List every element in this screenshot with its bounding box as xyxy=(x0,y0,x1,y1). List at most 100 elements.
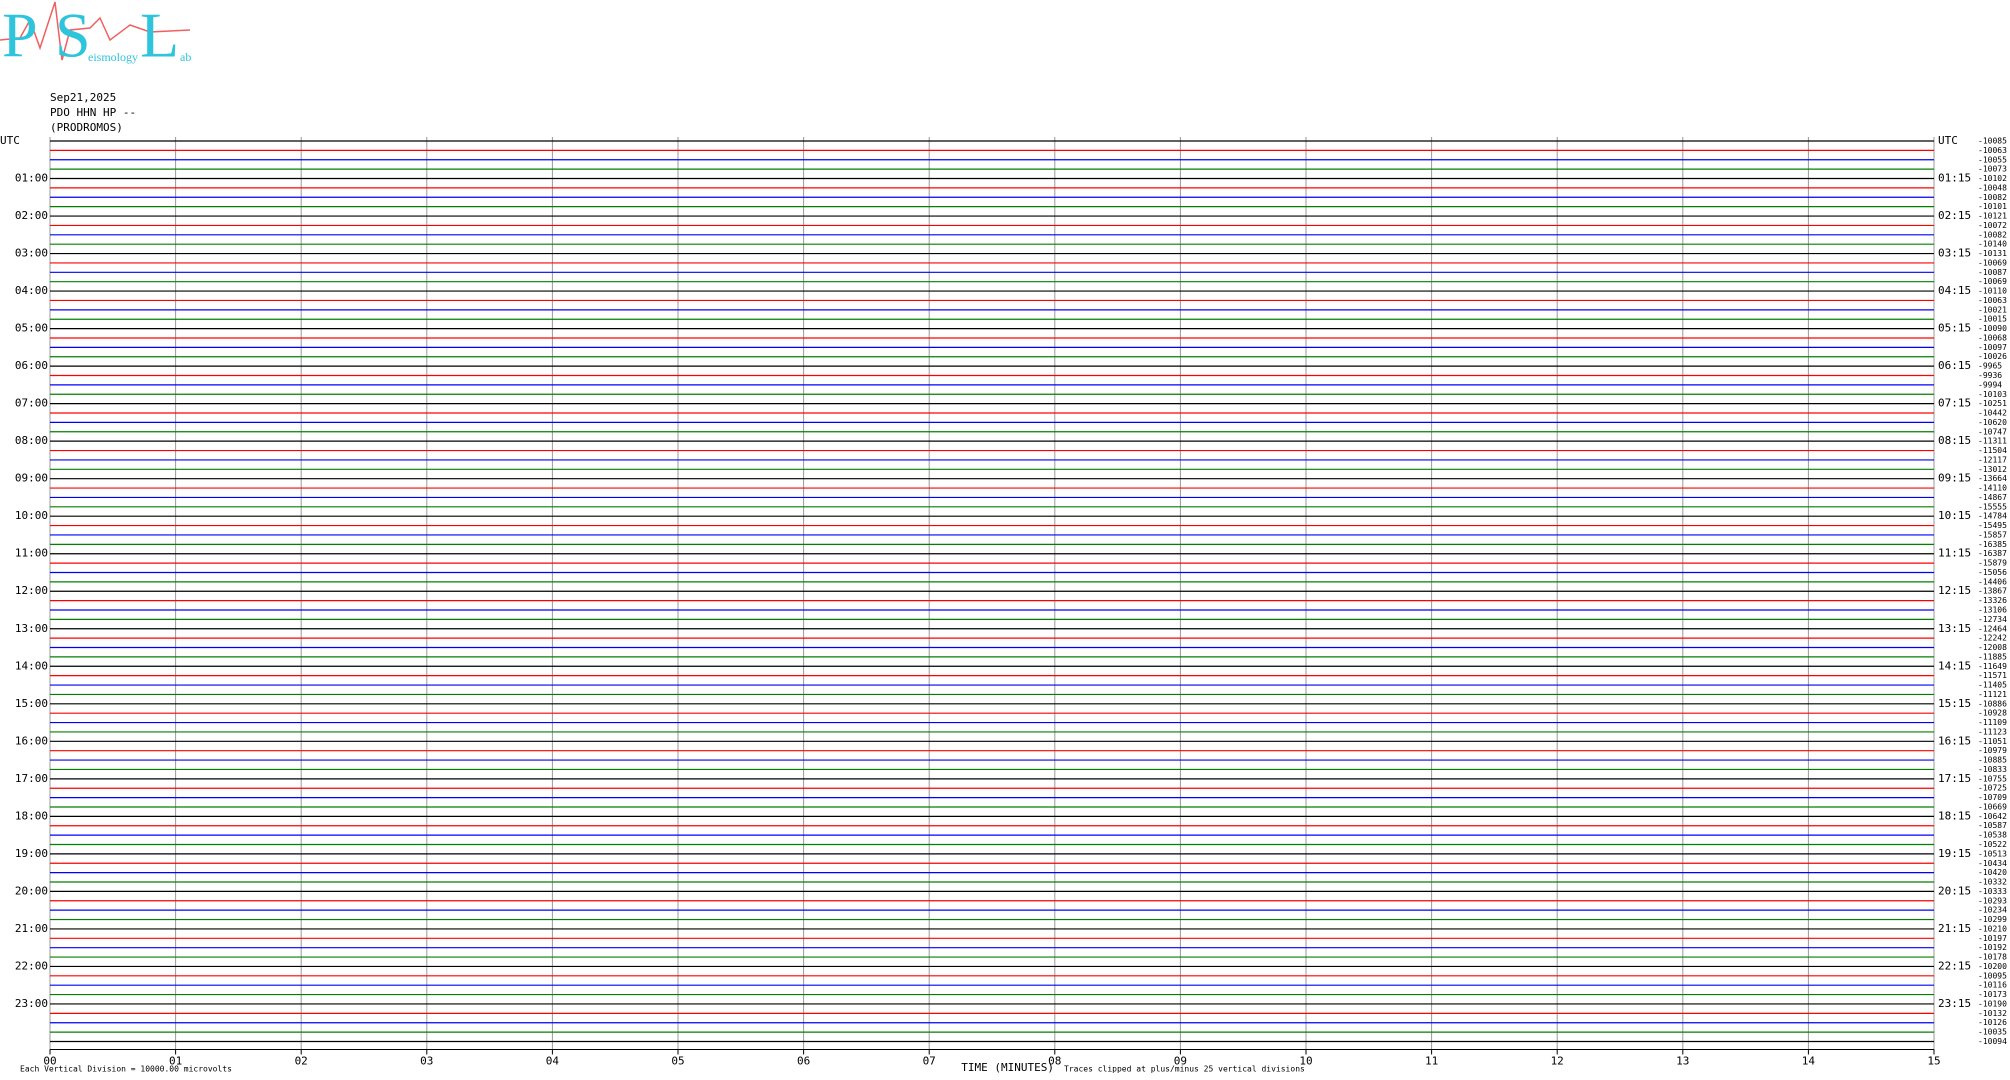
row-value: -14406 xyxy=(1978,577,2007,586)
row-value: -10073 xyxy=(1978,165,2007,174)
right-time-label: 05:15 xyxy=(1938,322,1971,335)
row-value: -10420 xyxy=(1978,868,2007,877)
left-time-label: 01:00 xyxy=(15,172,48,185)
x-tick-label: 10 xyxy=(1299,1054,1312,1067)
row-value: -13326 xyxy=(1978,596,2007,605)
row-value: -11123 xyxy=(1978,727,2007,736)
row-value: -10293 xyxy=(1978,896,2007,905)
row-value: -10026 xyxy=(1978,352,2007,361)
row-value: -10725 xyxy=(1978,784,2007,793)
scale-note: Each Vertical Division = 10000.00 microv… xyxy=(20,1065,232,1074)
right-time-label: 21:15 xyxy=(1938,922,1971,935)
right-time-label: 20:15 xyxy=(1938,884,1971,897)
x-tick-label: 08 xyxy=(1048,1054,1061,1067)
left-time-label: 16:00 xyxy=(15,734,48,747)
row-value: -11649 xyxy=(1978,662,2007,671)
row-value: -14867 xyxy=(1978,493,2007,502)
row-value: -10332 xyxy=(1978,878,2007,887)
row-value: -13664 xyxy=(1978,474,2007,483)
left-time-label: 11:00 xyxy=(15,547,48,560)
logo-word: eismology xyxy=(88,50,138,64)
row-value: -10103 xyxy=(1978,390,2007,399)
row-value: -10333 xyxy=(1978,887,2007,896)
row-value: -10642 xyxy=(1978,812,2007,821)
x-tick-label: 05 xyxy=(671,1054,684,1067)
row-value: -12117 xyxy=(1978,455,2007,464)
row-value: -10192 xyxy=(1978,943,2007,952)
row-value: -15056 xyxy=(1978,568,2007,577)
row-value: -10069 xyxy=(1978,277,2007,286)
left-time-label: 14:00 xyxy=(15,659,48,672)
row-value: -10173 xyxy=(1978,990,2007,999)
right-time-label: 01:15 xyxy=(1938,172,1971,185)
right-time-label: 23:15 xyxy=(1938,997,1971,1010)
x-tick-label: 09 xyxy=(1174,1054,1187,1067)
left-time-label: 13:00 xyxy=(15,622,48,635)
right-time-label: UTC xyxy=(1938,134,1958,147)
right-time-label: 03:15 xyxy=(1938,247,1971,260)
row-value: -10097 xyxy=(1978,343,2007,352)
x-tick-label: 01 xyxy=(169,1054,182,1067)
row-value: -9965 xyxy=(1978,362,2002,371)
row-value: -11311 xyxy=(1978,437,2007,446)
row-value: -9936 xyxy=(1978,371,2002,380)
row-value: -10755 xyxy=(1978,774,2007,783)
row-value: -13106 xyxy=(1978,606,2007,615)
row-value: -11121 xyxy=(1978,690,2007,699)
right-time-label: 12:15 xyxy=(1938,584,1971,597)
row-value: -10087 xyxy=(1978,268,2007,277)
row-value: -10021 xyxy=(1978,305,2007,314)
right-time-label: 02:15 xyxy=(1938,209,1971,222)
row-value: -10085 xyxy=(1978,137,2007,146)
row-value: -12008 xyxy=(1978,643,2007,652)
x-tick-label: 02 xyxy=(295,1054,308,1067)
row-value: -12242 xyxy=(1978,634,2007,643)
left-time-label: 21:00 xyxy=(15,922,48,935)
row-value: -11571 xyxy=(1978,671,2007,680)
left-time-label: 18:00 xyxy=(15,809,48,822)
left-time-label: 05:00 xyxy=(15,322,48,335)
right-time-label: 13:15 xyxy=(1938,622,1971,635)
left-time-label: 12:00 xyxy=(15,584,48,597)
right-time-label: 22:15 xyxy=(1938,959,1971,972)
row-value: -10299 xyxy=(1978,915,2007,924)
row-value: -10101 xyxy=(1978,202,2007,211)
x-tick-label: 15 xyxy=(1927,1054,1940,1067)
x-tick-label: 13 xyxy=(1676,1054,1689,1067)
left-time-label: 20:00 xyxy=(15,884,48,897)
left-time-label: 03:00 xyxy=(15,247,48,260)
right-time-label: 09:15 xyxy=(1938,472,1971,485)
logo-wave xyxy=(0,1,191,61)
left-time-label: 02:00 xyxy=(15,209,48,222)
row-value: -10620 xyxy=(1978,418,2007,427)
x-tick-label: 14 xyxy=(1802,1054,1816,1067)
channel: PDO HHN HP -- xyxy=(50,106,136,119)
row-value: -15495 xyxy=(1978,521,2007,530)
logo-word: ab xyxy=(180,50,191,64)
right-time-label: 19:15 xyxy=(1938,847,1971,860)
row-value: -10095 xyxy=(1978,971,2007,980)
row-value: -10251 xyxy=(1978,399,2007,408)
left-time-label: 04:00 xyxy=(15,284,48,297)
row-value: -10132 xyxy=(1978,1009,2007,1018)
logo-letter: P xyxy=(2,0,38,71)
row-value: -10116 xyxy=(1978,981,2007,990)
row-value: -10522 xyxy=(1978,840,2007,849)
row-value: -10210 xyxy=(1978,924,2007,933)
left-time-label: 09:00 xyxy=(15,472,48,485)
row-value: -10063 xyxy=(1978,146,2007,155)
date: Sep21,2025 xyxy=(50,91,116,104)
left-time-label: 08:00 xyxy=(15,434,48,447)
left-time-label: 22:00 xyxy=(15,959,48,972)
station: (PRODROMOS) xyxy=(50,121,123,134)
row-value: -10587 xyxy=(1978,821,2007,830)
row-value: -10979 xyxy=(1978,746,2007,755)
right-time-label: 16:15 xyxy=(1938,734,1971,747)
left-time-label: 06:00 xyxy=(15,359,48,372)
row-value: -10200 xyxy=(1978,962,2007,971)
row-value: -15857 xyxy=(1978,530,2007,539)
row-value: -11109 xyxy=(1978,718,2007,727)
x-tick-label: 00 xyxy=(43,1054,56,1067)
row-value: -10068 xyxy=(1978,333,2007,342)
